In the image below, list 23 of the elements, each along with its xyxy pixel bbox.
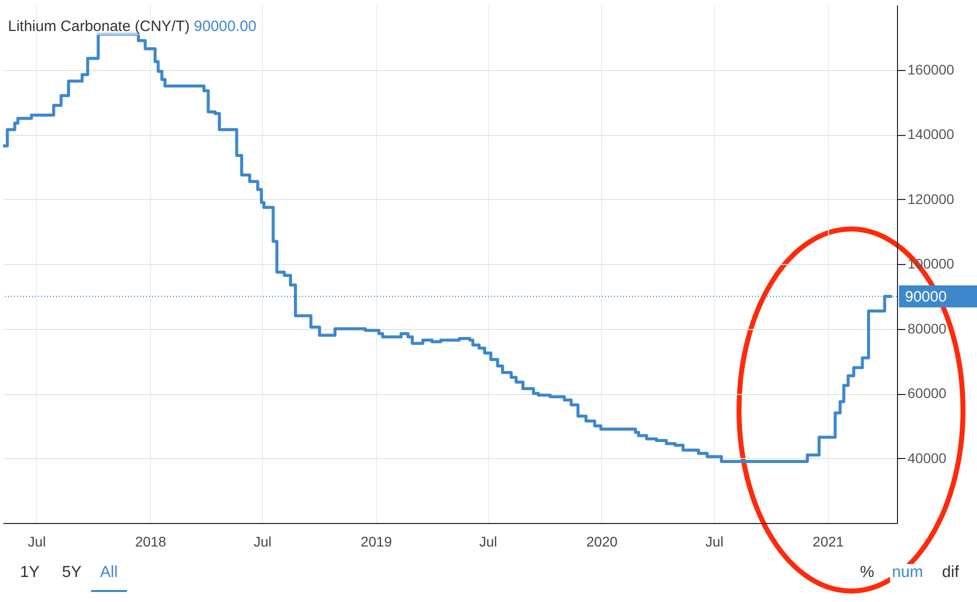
y-tick-label: 60000 — [908, 385, 947, 401]
x-tick-label: Jul — [254, 534, 272, 550]
x-tick-label: Jul — [706, 534, 724, 550]
text: Lithium Carbonate (CNY/T) — [8, 18, 190, 35]
x-tick-label: 2019 — [360, 534, 392, 550]
x-tick-label: Jul — [28, 534, 46, 550]
text: % — [858, 564, 876, 582]
y-tick-label: 140000 — [908, 126, 954, 142]
text: 90000.00 — [194, 18, 256, 35]
x-tick-label: 2021 — [812, 534, 844, 550]
ref-line-label: 90000 — [905, 288, 947, 306]
text: All — [91, 564, 127, 592]
x-tick-label: 2020 — [586, 534, 618, 550]
x-tick-label: Jul — [479, 534, 498, 550]
text: num — [890, 564, 926, 582]
text: dif — [940, 564, 961, 582]
text: 1Y — [18, 564, 42, 582]
y-tick-label: 120000 — [908, 190, 954, 207]
x-tick-label: 2018 — [135, 534, 166, 550]
text: 5Y — [60, 564, 84, 582]
y-tick-label: 160000 — [908, 61, 954, 78]
y-tick-label: 80000 — [908, 320, 947, 336]
y-tick-label: 40000 — [908, 450, 947, 466]
